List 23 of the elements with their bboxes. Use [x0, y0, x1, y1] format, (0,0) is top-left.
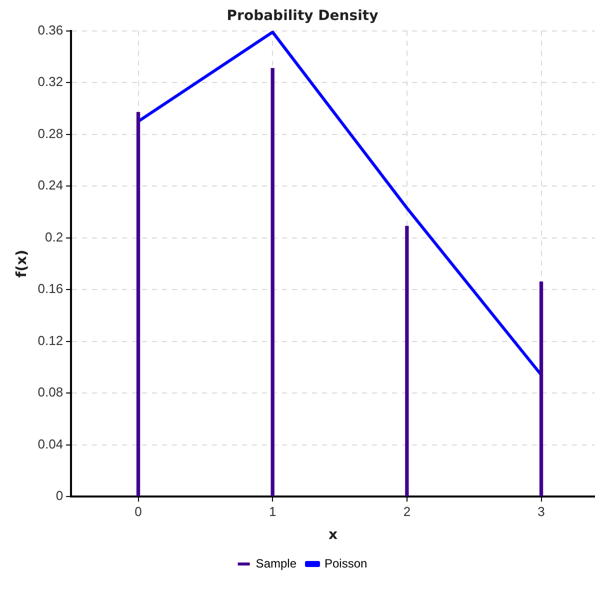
bar	[539, 281, 544, 496]
chart-title: Probability Density	[226, 8, 378, 24]
y-tick-label: 0.36	[38, 22, 64, 38]
x-tick-label: 3	[538, 504, 545, 519]
legend-label: Sample	[256, 556, 297, 570]
y-axis-title: f(x)	[14, 250, 30, 278]
y-tick-label: 0.16	[38, 281, 64, 296]
y-tick-label: 0	[56, 488, 64, 504]
y-tick-label: 0.32	[38, 74, 64, 90]
legend-label: Poisson	[324, 556, 368, 570]
y-tick-label: 0.04	[38, 436, 64, 452]
y-tick-label: 0.12	[38, 332, 64, 348]
y-tick-label: 0.24	[38, 178, 64, 193]
x-tick-label: 2	[403, 504, 411, 519]
bar	[270, 68, 274, 496]
bar	[405, 226, 409, 496]
x-axis-title: x	[328, 527, 338, 544]
bar	[136, 112, 140, 496]
y-tick-label: 0.2	[45, 229, 64, 244]
x-tick-label: 1	[268, 504, 276, 519]
y-tick-label: 0.28	[38, 126, 64, 141]
y-tick-label: 0.08	[38, 384, 64, 400]
x-tick-label: 0	[134, 504, 142, 519]
